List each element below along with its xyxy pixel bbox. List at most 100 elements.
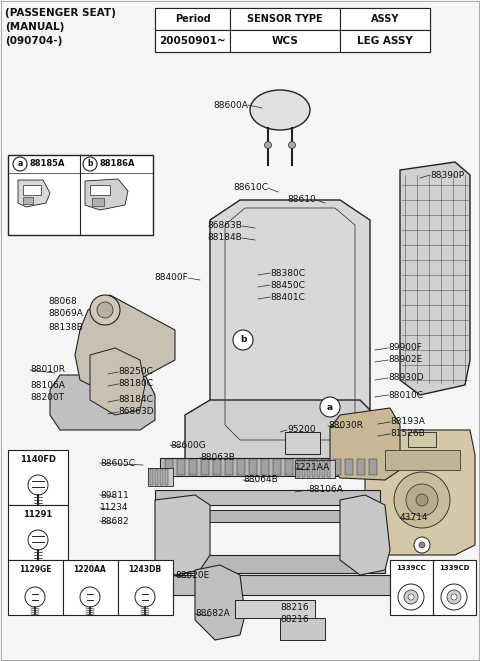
Bar [333, 459, 341, 475]
Text: 1220AA: 1220AA [73, 565, 107, 574]
Circle shape [264, 141, 272, 149]
Polygon shape [195, 565, 245, 640]
Text: b: b [87, 159, 93, 169]
Text: 20050901~: 20050901~ [159, 36, 226, 46]
Text: WCS: WCS [272, 36, 299, 46]
Bar [165, 459, 173, 475]
Text: 81526B: 81526B [390, 430, 425, 438]
Bar [273, 459, 281, 475]
Text: SENSOR TYPE: SENSOR TYPE [247, 14, 323, 24]
Circle shape [13, 157, 27, 171]
Text: a: a [17, 159, 23, 169]
Text: 88200T: 88200T [30, 393, 64, 401]
Circle shape [25, 587, 45, 607]
Text: 88010C: 88010C [388, 391, 423, 399]
Bar [369, 459, 377, 475]
Circle shape [398, 584, 424, 610]
Bar [312, 461, 315, 477]
Text: 88030R: 88030R [328, 422, 363, 430]
Text: 89811: 89811 [100, 490, 129, 500]
Bar [309, 459, 317, 475]
Bar [285, 432, 320, 454]
Text: (090704-): (090704-) [5, 36, 62, 46]
Bar [155, 8, 430, 52]
Text: 88069A: 88069A [48, 309, 83, 319]
Text: 88216: 88216 [280, 615, 309, 625]
Polygon shape [330, 408, 400, 480]
Bar [155, 510, 380, 522]
Bar [302, 461, 305, 477]
Text: 88068: 88068 [48, 297, 77, 307]
Text: 88930D: 88930D [388, 373, 424, 383]
Bar [261, 459, 269, 475]
Bar [8, 450, 68, 505]
Ellipse shape [250, 90, 310, 130]
Bar [307, 461, 310, 477]
Polygon shape [340, 495, 390, 575]
Text: 95200: 95200 [287, 426, 316, 434]
Polygon shape [365, 430, 475, 555]
Text: 1243DB: 1243DB [129, 565, 162, 574]
Text: 88106A: 88106A [308, 485, 343, 494]
Bar [385, 450, 460, 470]
Text: 88216: 88216 [280, 602, 309, 611]
Bar [322, 461, 325, 477]
Text: LEG ASSY: LEG ASSY [357, 36, 413, 46]
Text: 88390P: 88390P [430, 171, 464, 180]
Bar [345, 459, 353, 475]
Text: 88450C: 88450C [270, 280, 305, 290]
Bar [340, 8, 430, 30]
Text: 88682A: 88682A [195, 609, 230, 619]
Polygon shape [50, 375, 155, 430]
Text: 88600A: 88600A [213, 100, 248, 110]
Bar [8, 560, 63, 615]
Bar [235, 600, 315, 618]
Polygon shape [210, 200, 370, 450]
Bar [90, 185, 110, 195]
Circle shape [320, 397, 340, 417]
Bar [175, 555, 385, 573]
Polygon shape [185, 400, 375, 475]
Circle shape [28, 530, 48, 550]
Bar [177, 459, 185, 475]
Bar [317, 461, 320, 477]
Bar [230, 30, 340, 52]
Circle shape [28, 475, 48, 495]
Bar [165, 469, 168, 485]
Bar [295, 460, 335, 478]
Circle shape [419, 542, 425, 548]
Text: 89900F: 89900F [388, 344, 422, 352]
Bar [160, 469, 163, 485]
Bar [155, 30, 230, 52]
Text: 88010R: 88010R [30, 366, 65, 375]
Bar [297, 459, 305, 475]
Bar [189, 459, 197, 475]
Circle shape [394, 472, 450, 528]
Bar [201, 459, 209, 475]
Bar [321, 459, 329, 475]
Circle shape [90, 295, 120, 325]
Text: ASSY: ASSY [371, 14, 399, 24]
Circle shape [233, 330, 253, 350]
Bar [92, 198, 104, 206]
Bar [150, 469, 153, 485]
Bar [433, 560, 476, 615]
Bar [155, 469, 158, 485]
Text: b: b [240, 336, 246, 344]
Circle shape [441, 584, 467, 610]
Circle shape [451, 594, 457, 600]
Bar [155, 8, 230, 30]
Circle shape [135, 587, 155, 607]
Text: 88185A: 88185A [30, 159, 65, 169]
Text: 88610: 88610 [287, 196, 316, 204]
Bar [327, 461, 330, 477]
Bar [280, 618, 325, 640]
Text: 88063B: 88063B [200, 453, 235, 463]
Bar [297, 461, 300, 477]
Text: 88620E: 88620E [175, 572, 209, 580]
Text: 1129GE: 1129GE [19, 565, 51, 574]
Text: 88682: 88682 [100, 516, 129, 525]
Text: 1339CD: 1339CD [439, 565, 469, 571]
Bar [8, 505, 68, 560]
Circle shape [416, 494, 428, 506]
